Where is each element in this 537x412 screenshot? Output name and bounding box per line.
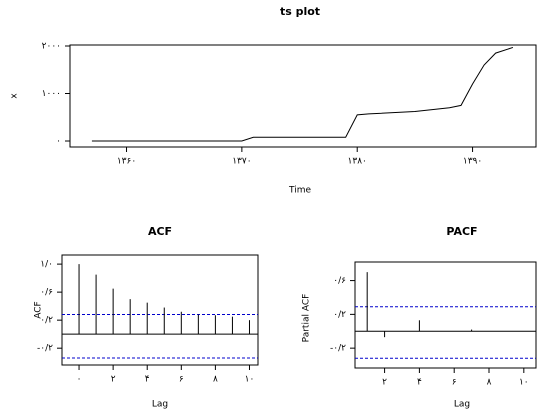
y-tick-label: -۰/۲	[330, 344, 346, 354]
y-tick-label: ۲۰۰۰	[42, 41, 61, 51]
x-tick-label: ۸	[213, 375, 218, 385]
chart-title: ACF	[148, 225, 172, 238]
y-tick-label: -۰/۲	[37, 344, 53, 354]
x-tick-label: ۲	[382, 378, 387, 388]
x-tick-label: ۱۰	[245, 375, 255, 385]
x-tick-label: ۱۳۸۰	[348, 157, 367, 167]
y-tick-label: ۱/۰	[40, 260, 53, 270]
plot-frame	[61, 254, 259, 366]
chart-title: ts plot	[280, 5, 320, 18]
x-tick-label: ۰	[77, 375, 82, 385]
x-axis-label: Time	[288, 186, 311, 196]
x-tick-label: ۲	[111, 375, 116, 385]
x-axis-label: Lag	[152, 400, 168, 410]
y-tick-label: ۱۰۰۰	[42, 89, 61, 99]
y-axis-label: ACF	[34, 301, 44, 318]
x-tick-label: ۴	[417, 378, 422, 388]
y-axis-label: Partial ACF	[302, 294, 312, 343]
chart-title: PACF	[446, 225, 477, 238]
y-tick-label: ۰/۲	[40, 316, 53, 326]
y-tick-label: ۰/۶	[40, 288, 53, 298]
y-axis-label: x	[10, 93, 20, 99]
x-axis-label: Lag	[454, 400, 470, 410]
x-tick-label: ۱۳۹۰	[463, 157, 482, 167]
x-tick-label: ۶	[179, 375, 184, 385]
x-tick-label: ۱۰	[519, 378, 529, 388]
x-tick-label: ۱۳۶۰	[117, 157, 136, 167]
y-tick-label: ۰	[56, 137, 61, 147]
x-tick-label: ۱۳۷۰	[232, 157, 251, 167]
plot-frame	[69, 44, 537, 148]
series-line	[91, 46, 514, 142]
y-tick-label: ۰/۶	[333, 276, 346, 286]
plot-frame	[354, 261, 537, 369]
x-tick-label: ۸	[487, 378, 492, 388]
x-tick-label: ۶	[452, 378, 457, 388]
x-tick-label: ۴	[145, 375, 150, 385]
y-tick-label: ۰/۲	[333, 310, 346, 320]
